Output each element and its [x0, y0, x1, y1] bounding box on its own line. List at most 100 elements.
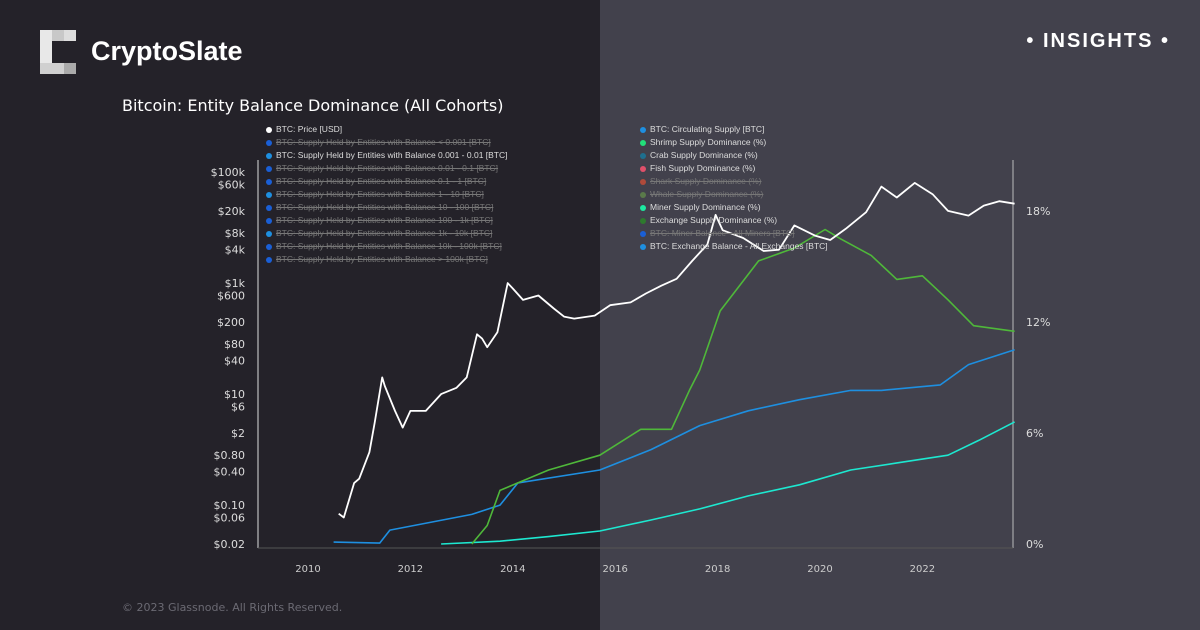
y-left-tick-label: $80 — [224, 338, 245, 351]
legend-dot-icon — [266, 152, 272, 159]
legend-item[interactable]: Shrimp Supply Dominance (%) — [640, 137, 766, 148]
y-right-tick-label: 0% — [1026, 538, 1043, 551]
legend-dot-icon — [266, 217, 272, 224]
legend-dot-icon — [640, 165, 646, 172]
x-tick-label: 2014 — [500, 564, 525, 575]
legend-label: Fish Supply Dominance (%) — [650, 163, 756, 173]
y-left-tick-label: $2 — [231, 427, 245, 440]
legend-dot-icon — [640, 126, 646, 133]
legend-item[interactable]: BTC: Supply Held by Entities with Balanc… — [266, 150, 508, 161]
legend-item[interactable]: BTC: Supply Held by Entities with Balanc… — [266, 254, 488, 265]
y-right-tick-label: 12% — [1026, 316, 1050, 329]
legend-dot-icon — [266, 243, 272, 250]
y-left-tick-label: $200 — [217, 316, 245, 329]
copyright: © 2023 Glassnode. All Rights Reserved. — [122, 601, 343, 614]
y-left-tick-label: $10 — [224, 388, 245, 401]
y-left-tick-label: $8k — [225, 227, 246, 240]
legend-label: Crab Supply Dominance (%) — [650, 150, 758, 160]
legend-dot-icon — [640, 178, 646, 185]
legend-dot-icon — [640, 230, 646, 237]
legend-item[interactable]: BTC: Circulating Supply [BTC] — [640, 124, 764, 135]
y-left-tick-label: $6 — [231, 400, 245, 413]
legend-label: BTC: Supply Held by Entities with Balanc… — [276, 150, 508, 160]
legend-item[interactable]: BTC: Exchange Balance - All Exchanges [B… — [640, 241, 828, 252]
y-left-tick-label: $0.10 — [214, 499, 246, 512]
x-tick-label: 2012 — [398, 564, 423, 575]
series-line-exchange-supply-dominance- — [471, 228, 1015, 545]
legend-item[interactable]: Crab Supply Dominance (%) — [640, 150, 758, 161]
legend-item[interactable]: BTC: Supply Held by Entities with Balanc… — [266, 137, 491, 148]
legend-dot-icon — [640, 217, 646, 224]
y-left-tick-label: $0.06 — [214, 511, 246, 524]
legend-item[interactable]: BTC: Supply Held by Entities with Balanc… — [266, 241, 502, 252]
legend-label: BTC: Supply Held by Entities with Balanc… — [276, 189, 484, 199]
legend-label: Exchange Supply Dominance (%) — [650, 215, 778, 225]
legend-label: BTC: Supply Held by Entities with Balanc… — [276, 163, 499, 173]
legend-label: BTC: Supply Held by Entities with Balanc… — [276, 241, 502, 251]
legend-dot-icon — [640, 152, 646, 159]
legend-item[interactable]: Whale Supply Dominance (%) — [640, 189, 763, 200]
legend-item[interactable]: BTC: Supply Held by Entities with Balanc… — [266, 228, 492, 239]
legend-label: Miner Supply Dominance (%) — [650, 202, 761, 212]
legend-dot-icon — [266, 230, 272, 237]
legend-dot-icon — [266, 126, 272, 133]
legend-dot-icon — [266, 191, 272, 198]
legend-item[interactable]: BTC: Price [USD] — [266, 124, 342, 135]
legend-dot-icon — [640, 204, 646, 211]
legend-item[interactable]: BTC: Supply Held by Entities with Balanc… — [266, 176, 486, 187]
y-left-tick-label: $4k — [225, 244, 246, 257]
legend-label: BTC: Supply Held by Entities with Balanc… — [276, 176, 487, 186]
legend-item[interactable]: Miner Supply Dominance (%) — [640, 202, 761, 213]
background-right — [600, 0, 1200, 630]
legend-label: BTC: Miner Balance - All Miners [BTC] — [650, 228, 795, 238]
legend-label: BTC: Exchange Balance - All Exchanges [B… — [650, 241, 828, 251]
x-tick-label: 2020 — [807, 564, 832, 575]
insights-tag: • INSIGHTS • — [1026, 30, 1170, 52]
brand-name: CryptoSlate — [91, 36, 243, 66]
legend-label: BTC: Supply Held by Entities with Balanc… — [276, 228, 493, 238]
legend-dot-icon — [640, 243, 646, 250]
legend-item[interactable]: Shark Supply Dominance (%) — [640, 176, 762, 187]
legend-item[interactable]: BTC: Supply Held by Entities with Balanc… — [266, 215, 493, 226]
y-right-tick-label: 6% — [1026, 427, 1043, 440]
legend-item[interactable]: Exchange Supply Dominance (%) — [640, 215, 777, 226]
x-tick-label: 2010 — [295, 564, 320, 575]
y-left-tick-label: $0.80 — [214, 449, 246, 462]
y-left-tick-label: $60k — [218, 178, 246, 191]
series-line-crab-supply-dominance- — [333, 349, 1015, 544]
background-left — [0, 0, 600, 630]
legend-item[interactable]: BTC: Supply Held by Entities with Balanc… — [266, 163, 498, 174]
legend-label: BTC: Circulating Supply [BTC] — [650, 124, 765, 134]
legend-label: Shark Supply Dominance (%) — [650, 176, 762, 186]
legend-item[interactable]: BTC: Miner Balance - All Miners [BTC] — [640, 228, 795, 239]
legend-item[interactable]: BTC: Supply Held by Entities with Balanc… — [266, 202, 493, 213]
x-tick-label: 2018 — [705, 564, 730, 575]
y-left-tick-label: $20k — [218, 205, 246, 218]
legend-label: BTC: Supply Held by Entities with Balanc… — [276, 254, 488, 264]
legend-dot-icon — [266, 178, 272, 185]
legend-item[interactable]: BTC: Supply Held by Entities with Balanc… — [266, 189, 484, 200]
legend-label: BTC: Price [USD] — [276, 124, 343, 134]
y-left-tick-label: $40 — [224, 355, 245, 368]
series-line-btc-price-usd- — [338, 182, 1015, 519]
y-left-tick-label: $1k — [225, 277, 246, 290]
legend-item[interactable]: Fish Supply Dominance (%) — [640, 163, 755, 174]
legend-dot-icon — [266, 139, 272, 146]
x-tick-label: 2016 — [602, 564, 627, 575]
cryptoslate-logo-icon — [40, 30, 76, 74]
y-left-tick-label: $100k — [211, 166, 246, 179]
y-left-tick-label: $0.02 — [214, 538, 246, 551]
y-left-tick-label: $0.40 — [214, 466, 246, 479]
y-right-tick-label: 18% — [1026, 205, 1050, 218]
legend-label: Whale Supply Dominance (%) — [650, 189, 764, 199]
chart-title: Bitcoin: Entity Balance Dominance (All C… — [122, 96, 504, 115]
legend-dot-icon — [640, 139, 646, 146]
y-left-tick-label: $600 — [217, 289, 245, 302]
legend-dot-icon — [266, 165, 272, 172]
legend-label: BTC: Supply Held by Entities with Balanc… — [276, 215, 493, 225]
x-tick-label: 2022 — [910, 564, 935, 575]
series-line-shrimp-supply-dominance- — [441, 421, 1015, 545]
legend-dot-icon — [640, 191, 646, 198]
legend-label: Shrimp Supply Dominance (%) — [650, 137, 767, 147]
